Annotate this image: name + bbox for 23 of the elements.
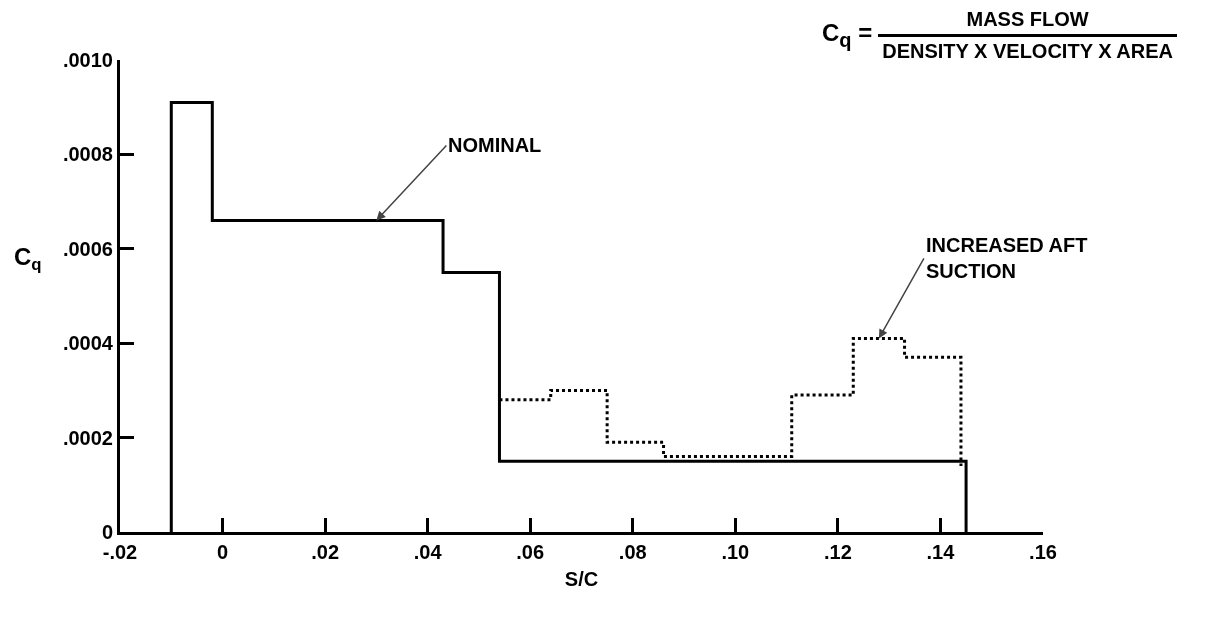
y-tick-label: .0006 xyxy=(62,237,113,260)
annotation: DENSITY X VELOCITY X AREA xyxy=(882,39,1173,63)
y-axis-title: C$_{q}$ xyxy=(14,243,42,275)
y-tick-label: 0 xyxy=(101,521,113,543)
x-tick-label: .12 xyxy=(823,541,852,563)
x-tick-label: .10 xyxy=(721,541,750,563)
x-tick-label: .06 xyxy=(516,541,545,563)
x-tick-label: .04 xyxy=(413,541,443,563)
x-tick-label: -.02 xyxy=(102,541,138,563)
x-axis-title: S/C xyxy=(564,567,599,590)
x-tick-label: .14 xyxy=(926,541,956,563)
y-tick-label: .0008 xyxy=(62,143,113,166)
x-tick-label: .16 xyxy=(1029,541,1057,563)
text: C$_{q}$ = xyxy=(821,19,873,52)
y-tick-label: .0002 xyxy=(62,426,113,449)
x-tick-label: .08 xyxy=(618,541,647,563)
x-tick-label: 0 xyxy=(217,541,229,563)
text: MASS FLOW xyxy=(878,8,1177,37)
y-tick-label: .0010 xyxy=(62,49,113,71)
annotation: NOMINAL xyxy=(448,134,542,156)
y-tick-label: .0004 xyxy=(62,332,114,355)
annotation: INCREASED AFT SUCTION xyxy=(926,234,1088,282)
x-tick-label: .02 xyxy=(311,541,340,563)
